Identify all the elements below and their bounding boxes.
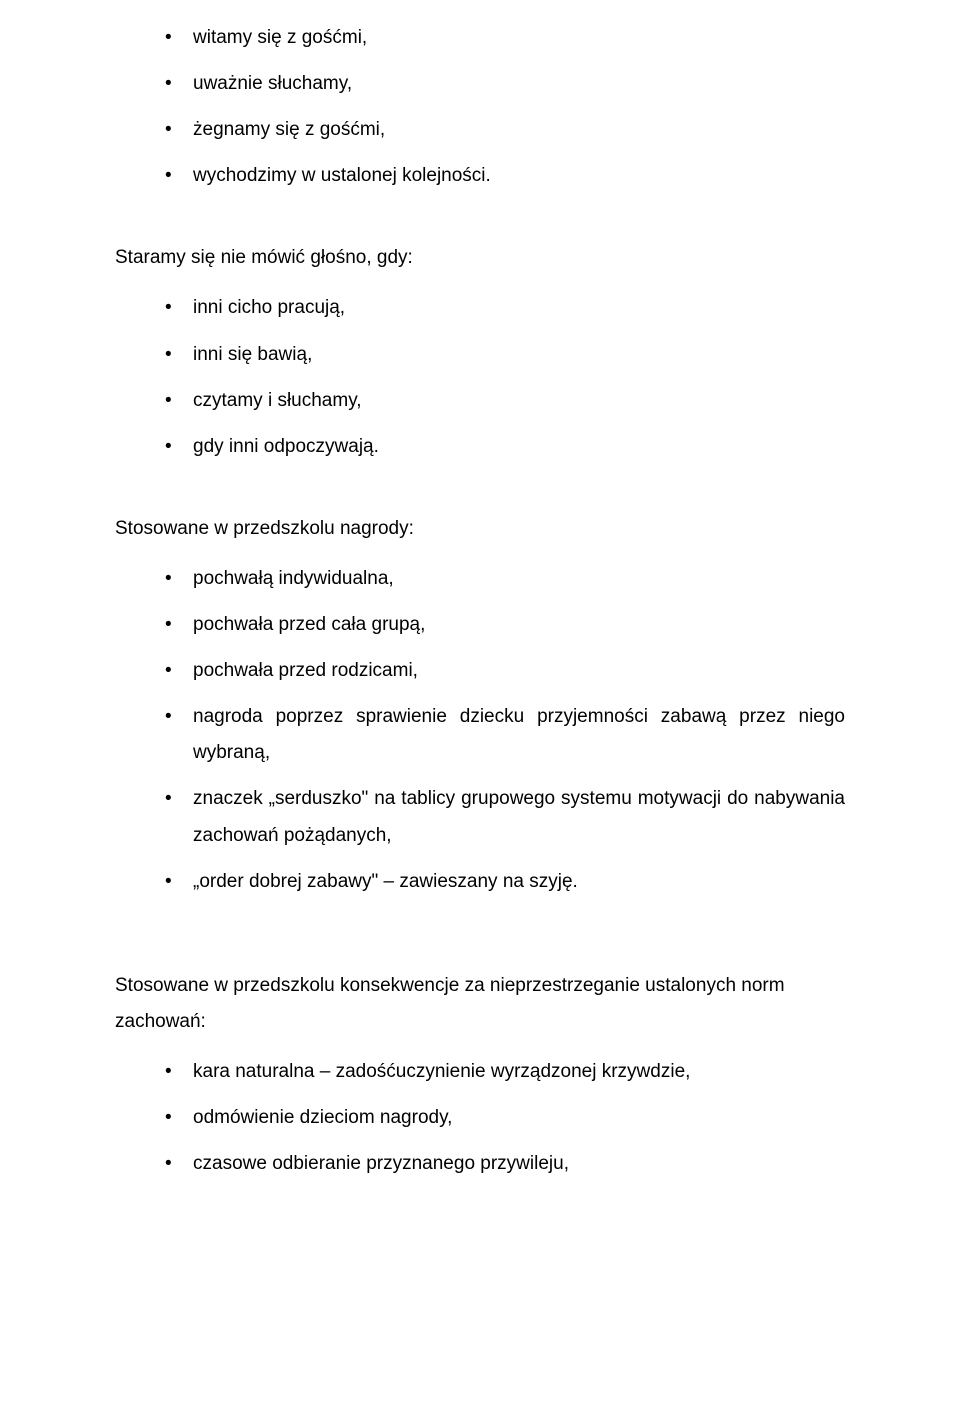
list-section-1: witamy się z gośćmi, uważnie słuchamy, ż…: [115, 20, 845, 194]
list-item: żegnamy się z gośćmi,: [165, 112, 845, 148]
list-item: uważnie słuchamy,: [165, 66, 845, 102]
list-item: czasowe odbieranie przyznanego przywilej…: [165, 1146, 845, 1182]
list-item: wychodzimy w ustalonej kolejności.: [165, 158, 845, 194]
list-item: pochwała przed rodzicami,: [165, 653, 845, 689]
list-item: witamy się z gośćmi,: [165, 20, 845, 56]
list-item: odmówienie dzieciom nagrody,: [165, 1100, 845, 1136]
section-2-heading: Staramy się nie mówić głośno, gdy:: [115, 240, 845, 276]
list-item: nagroda poprzez sprawienie dziecku przyj…: [165, 699, 845, 771]
list-item: pochwałą indywidualna,: [165, 561, 845, 597]
document-page: witamy się z gośćmi, uważnie słuchamy, ż…: [0, 0, 960, 1416]
list-item: znaczek „serduszko" na tablicy grupowego…: [165, 781, 845, 853]
list-item: gdy inni odpoczywają.: [165, 429, 845, 465]
section-4-heading: Stosowane w przedszkolu konsekwencje za …: [115, 968, 845, 1040]
list-item: czytamy i słuchamy,: [165, 383, 845, 419]
list-item: inni się bawią,: [165, 337, 845, 373]
list-item: pochwała przed cała grupą,: [165, 607, 845, 643]
list-section-3: pochwałą indywidualna, pochwała przed ca…: [115, 561, 845, 900]
list-item: kara naturalna – zadośćuczynienie wyrząd…: [165, 1054, 845, 1090]
spacer: [115, 946, 845, 968]
list-item: inni cicho pracują,: [165, 290, 845, 326]
list-item: „order dobrej zabawy" – zawieszany na sz…: [165, 864, 845, 900]
section-3-heading: Stosowane w przedszkolu nagrody:: [115, 511, 845, 547]
list-section-2: inni cicho pracują, inni się bawią, czyt…: [115, 290, 845, 464]
list-section-4: kara naturalna – zadośćuczynienie wyrząd…: [115, 1054, 845, 1182]
